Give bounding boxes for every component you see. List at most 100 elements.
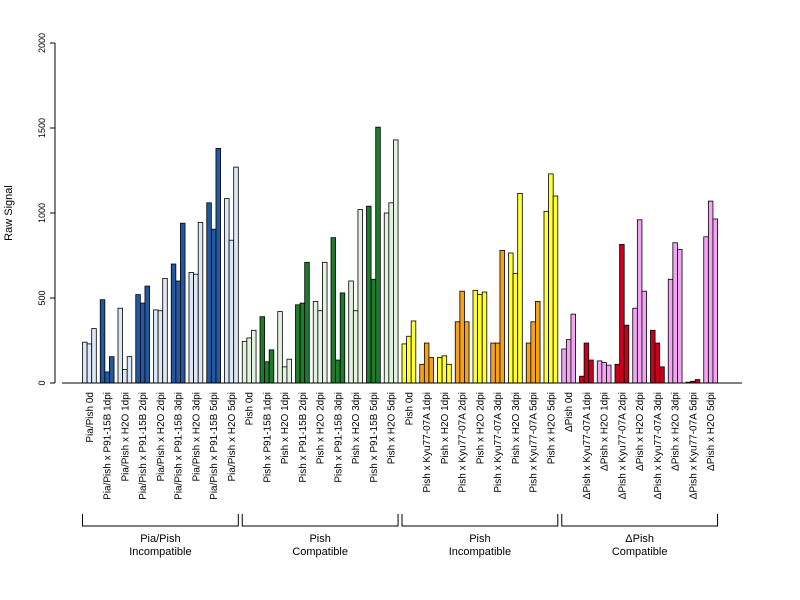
bar	[712, 218, 718, 384]
bars	[82, 126, 718, 384]
bar	[632, 307, 638, 384]
bar	[197, 221, 204, 384]
x-tick-label: Pish x H2O 1dpi	[280, 392, 291, 464]
bar	[530, 321, 536, 384]
bar	[117, 307, 123, 384]
y-tick-label: 500	[37, 290, 47, 305]
group-bracket	[82, 514, 239, 527]
bar	[650, 329, 656, 384]
y-tick-label: 1500	[37, 118, 47, 138]
x-tick-label: Pish x P91-15B 5dpi	[369, 392, 380, 483]
x-tick-label: Pia/Pish x H2O 3dpi	[191, 392, 202, 482]
y-tick-label: 2000	[37, 33, 47, 53]
bar	[606, 364, 612, 384]
bar	[228, 239, 235, 384]
bar	[477, 294, 483, 384]
group-label-line1: Pia/Pish	[140, 533, 180, 545]
x-tick-label: Pish x P91-15B 1dpi	[262, 392, 273, 483]
bar	[393, 139, 399, 384]
bar	[459, 290, 465, 384]
bar	[210, 228, 217, 384]
bar	[153, 309, 159, 384]
group-label-line1: ΔPish	[625, 533, 654, 545]
x-tick-labels: Pia/Pish 0d Pia/Pish x P91-15B 1dpi Pia/Pi…	[85, 392, 717, 500]
x-tick-label: Pia/Pish 0d	[85, 392, 96, 443]
bar	[241, 340, 248, 384]
x-tick-label: ΔPish x H2O 3dpi	[671, 392, 682, 471]
group-label-line2: Incompatible	[449, 546, 511, 558]
bar	[672, 242, 678, 384]
bar	[619, 244, 625, 384]
x-tick-label: Pish 0d	[245, 392, 256, 425]
x-tick-label: ΔPish x H2O 1dpi	[600, 392, 611, 471]
bar	[157, 310, 164, 384]
group-label-line2: Compatible	[612, 546, 668, 558]
x-tick-label: Pia/Pish x P91-15B 3dpi	[174, 392, 185, 500]
bar	[86, 343, 93, 384]
bar	[175, 280, 181, 384]
bar	[588, 359, 594, 384]
bar	[525, 342, 532, 384]
bar	[188, 272, 194, 384]
bar	[703, 236, 709, 384]
x-tick-label: Pish x H2O 3dpi	[511, 392, 522, 464]
bar	[454, 321, 461, 384]
bar	[481, 291, 488, 384]
x-tick-label: Pia/Pish x P91-15B 2dpi	[138, 392, 149, 500]
bar	[535, 300, 541, 384]
bar	[352, 310, 359, 384]
x-tick-label: Pia/Pish x H2O 1dpi	[120, 392, 131, 482]
x-tick-label: Pish x Kyu77-07A 3dpi	[493, 392, 504, 493]
bar	[330, 237, 336, 384]
bar	[499, 249, 505, 384]
y-axis: 0 500 1000 1500 2000	[37, 33, 56, 386]
bar	[317, 310, 323, 384]
bar	[472, 289, 478, 384]
x-tick-label: Pish x P91-15B 3dpi	[333, 392, 344, 483]
bar	[401, 343, 407, 384]
bar	[180, 222, 186, 384]
bar	[410, 320, 417, 384]
bar	[543, 210, 549, 384]
bar	[312, 300, 319, 384]
bar	[707, 200, 714, 384]
bar	[277, 311, 283, 384]
bar	[636, 219, 643, 384]
bar	[428, 357, 434, 384]
bar	[406, 335, 412, 384]
x-tick-label: Pish x H2O 2dpi	[316, 392, 327, 464]
bar	[295, 304, 301, 384]
bar	[304, 261, 310, 384]
bar	[446, 363, 452, 384]
x-tick-label: ΔPish x Kyu77-07A 2dpi	[617, 392, 628, 499]
bar	[375, 126, 381, 384]
x-tick-label: Pish 0d	[404, 392, 415, 425]
group-brackets: Pia/PishIncompatiblePishCompatiblePishIn…	[82, 514, 719, 558]
x-tick-label: ΔPish x Kyu77-07A 1dpi	[582, 392, 593, 499]
bar	[548, 173, 554, 384]
group-bracket	[241, 514, 399, 527]
x-tick-label: Pish x Kyu77-07A 5dpi	[529, 392, 540, 493]
y-tick-label: 1000	[37, 203, 47, 223]
bar	[251, 329, 257, 384]
group-bracket	[561, 514, 719, 527]
bar	[561, 348, 567, 384]
bar	[596, 360, 603, 384]
bar	[667, 278, 674, 384]
bar	[512, 272, 519, 384]
x-tick-label: Pish x H2O 3dpi	[351, 392, 362, 464]
bar	[259, 316, 265, 384]
bar	[139, 302, 146, 384]
bar	[517, 193, 523, 384]
bar	[357, 209, 363, 384]
bar	[694, 379, 701, 384]
x-tick-label: Pish x H2O 5dpi	[546, 392, 557, 464]
x-tick-label: ΔPish x Kyu77-07A 5dpi	[688, 392, 699, 499]
bar	[206, 202, 212, 384]
bar	[268, 349, 275, 384]
group-bracket	[401, 514, 559, 527]
bar	[348, 280, 354, 384]
bar	[423, 342, 430, 384]
bar	[437, 357, 443, 384]
